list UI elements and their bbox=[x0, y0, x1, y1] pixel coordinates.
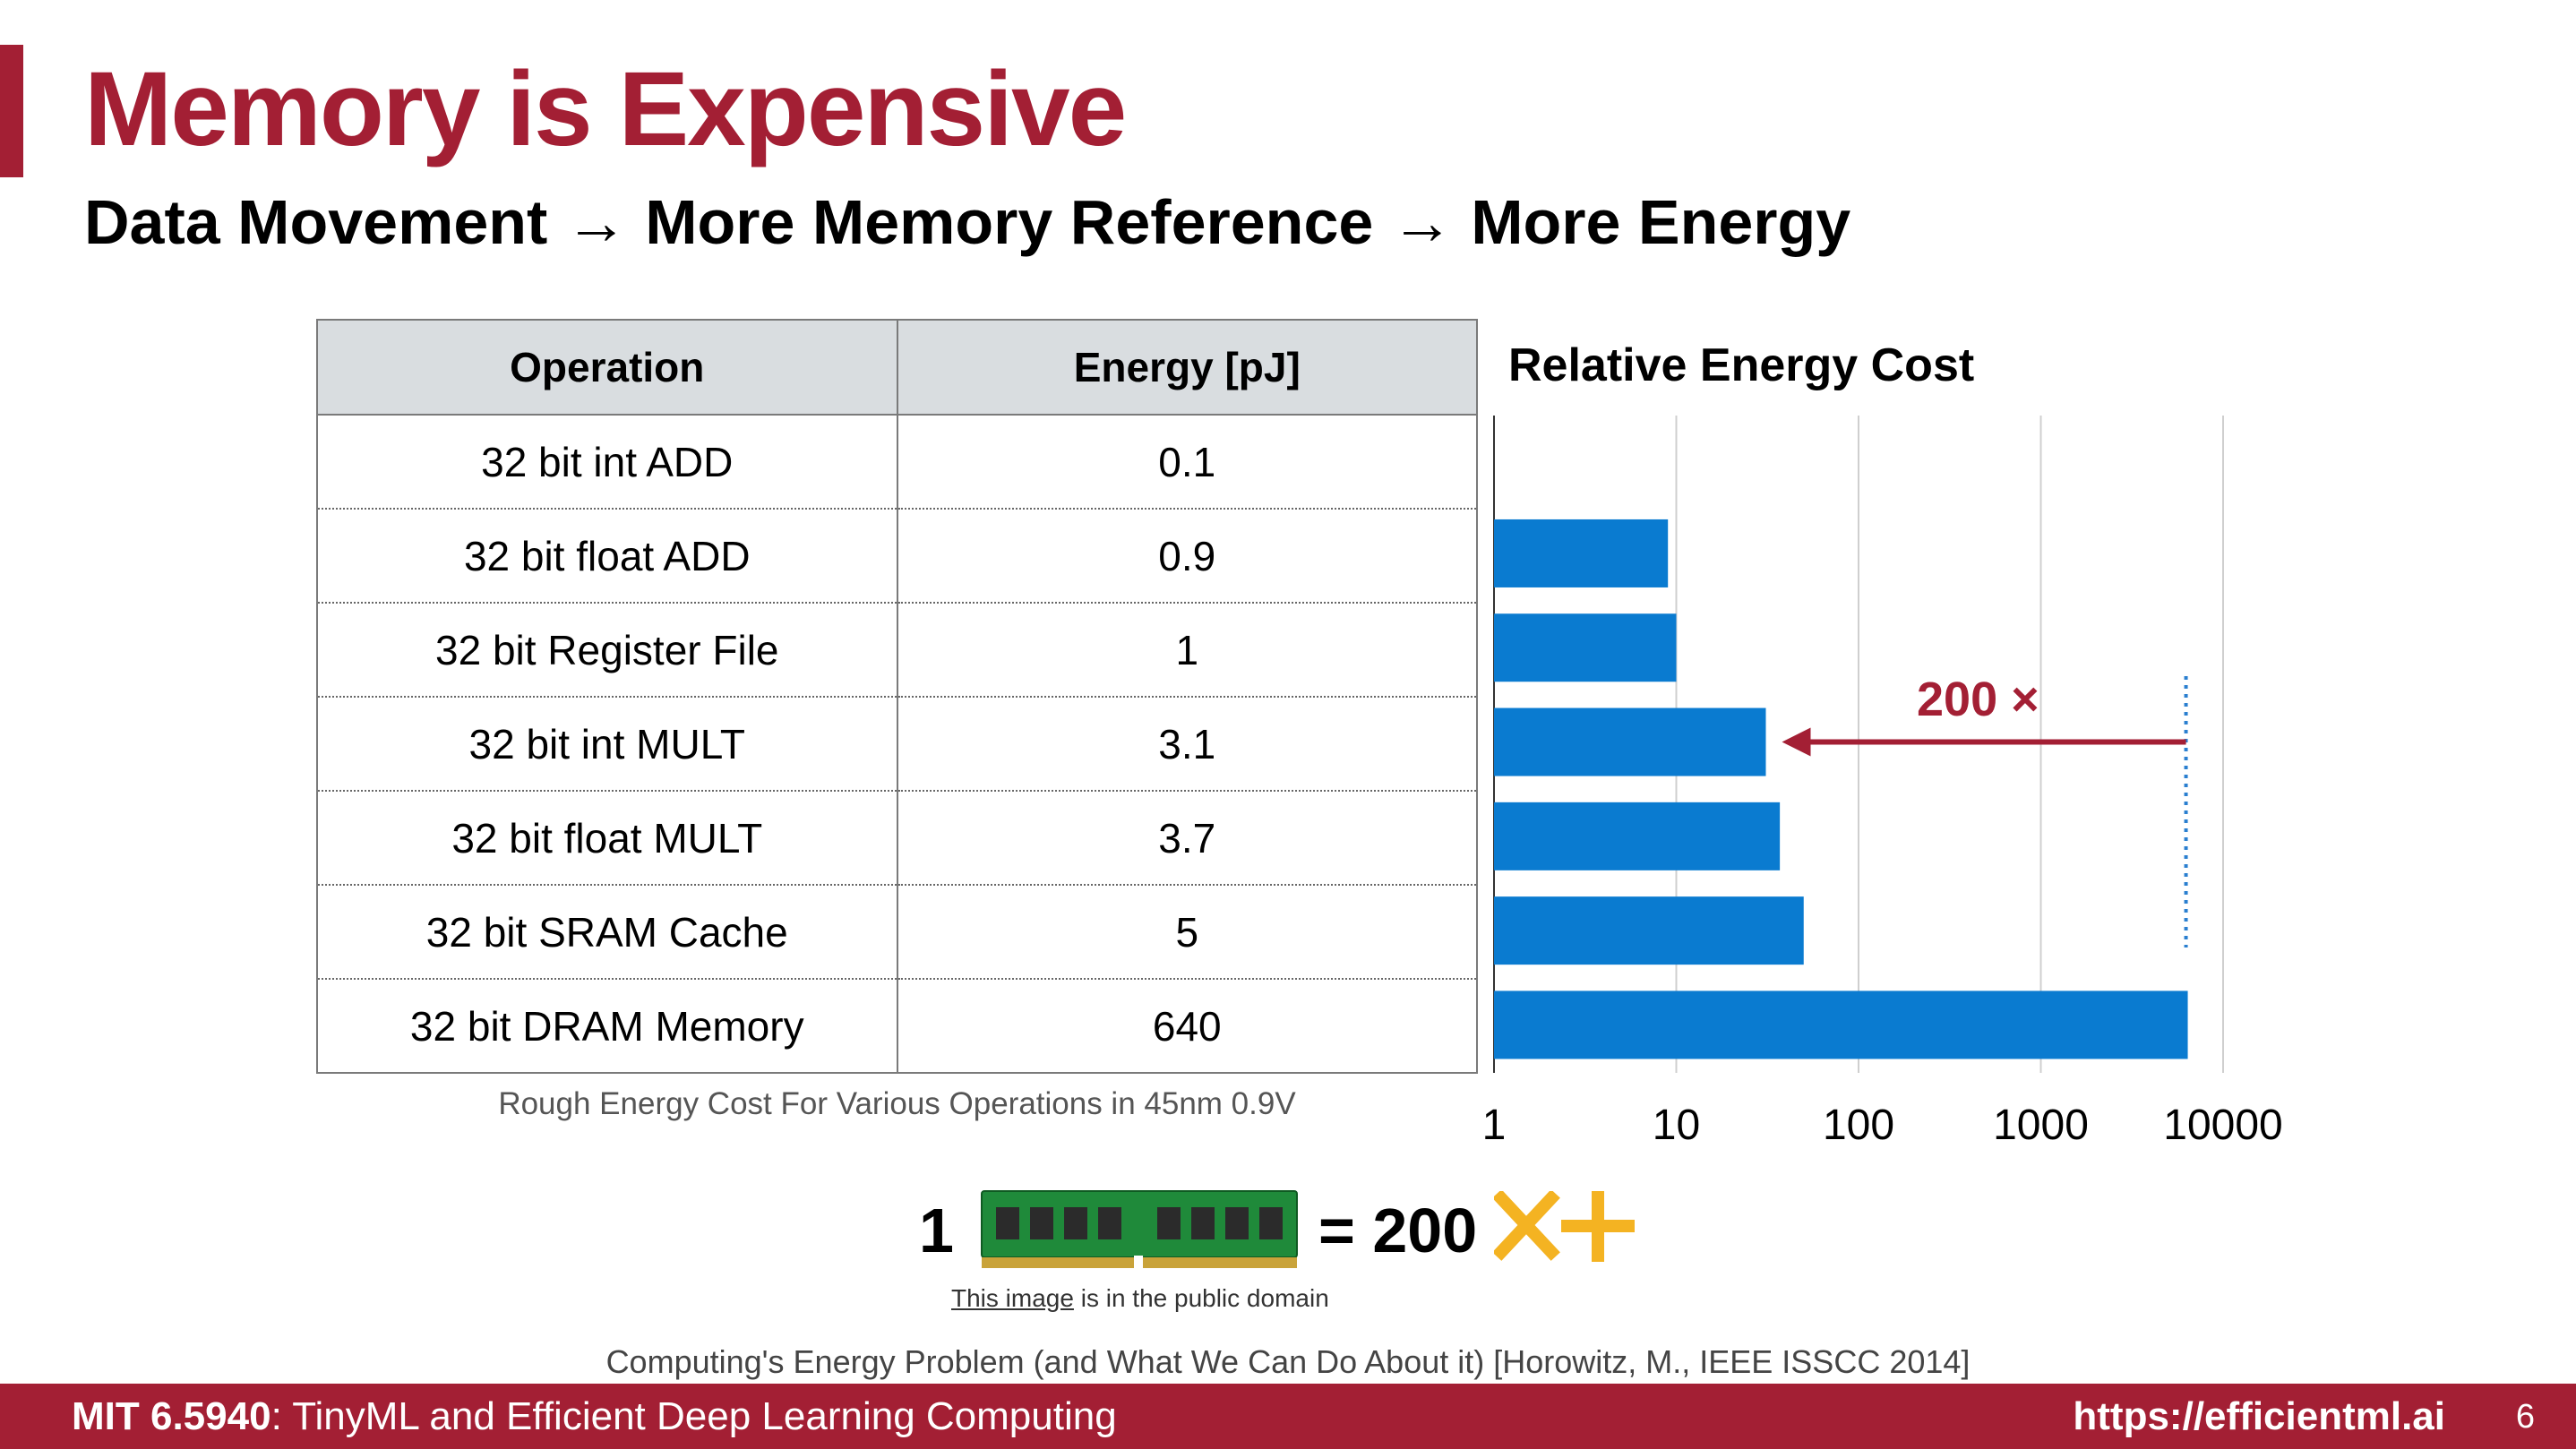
energy-table: Operation Energy [pJ] 32 bit int ADD 0.1 … bbox=[316, 319, 1478, 1074]
table-row: 32 bit SRAM Cache 5 bbox=[316, 885, 1478, 980]
course-code: MIT 6.5940 bbox=[72, 1394, 271, 1438]
x-tick-label: 10 bbox=[1653, 1102, 1700, 1149]
table-row: 32 bit int ADD 0.1 bbox=[316, 415, 1478, 510]
energy-cell: 3.1 bbox=[896, 697, 1478, 792]
energy-cell: 5 bbox=[896, 885, 1478, 980]
bar bbox=[1494, 990, 2188, 1059]
dram-module-icon bbox=[981, 1190, 1298, 1270]
annotation-label: 200 × bbox=[1917, 673, 2039, 726]
energy-cell: 1 bbox=[896, 603, 1478, 698]
footer-url[interactable]: https://efficientml.ai bbox=[2073, 1394, 2445, 1438]
table-caption: Rough Energy Cost For Various Operations… bbox=[498, 1086, 1296, 1121]
operation-cell: 32 bit int MULT bbox=[316, 697, 898, 792]
page-number: 6 bbox=[2515, 1398, 2535, 1436]
bar bbox=[1494, 707, 1766, 776]
bar bbox=[1494, 613, 1677, 682]
table-row: 32 bit float MULT 3.7 bbox=[316, 791, 1478, 886]
operation-cell: 32 bit float ADD bbox=[316, 509, 898, 604]
bar bbox=[1494, 802, 1781, 870]
slide-subtitle: Data Movement → More Memory Reference → … bbox=[84, 187, 1851, 257]
bar bbox=[1494, 519, 1669, 587]
column-header-energy: Energy [pJ] bbox=[896, 319, 1478, 416]
energy-cell: 0.9 bbox=[896, 509, 1478, 604]
operation-cell: 32 bit Register File bbox=[316, 603, 898, 698]
table-row: 32 bit float ADD 0.9 bbox=[316, 509, 1478, 604]
multiply-plus-icon bbox=[1494, 1191, 1635, 1262]
energy-cell: 3.7 bbox=[896, 791, 1478, 886]
slide-title: Memory is Expensive bbox=[84, 50, 1127, 168]
x-tick-label: 1 bbox=[1482, 1102, 1507, 1149]
image-license-text: is in the public domain bbox=[1073, 1284, 1329, 1312]
energy-cell: 0.1 bbox=[896, 415, 1478, 510]
energy-cell: 640 bbox=[896, 979, 1478, 1074]
chart-title: Relative Energy Cost bbox=[1508, 339, 1975, 391]
image-license-link[interactable]: This image bbox=[951, 1284, 1074, 1312]
title-accent-bar bbox=[0, 45, 23, 177]
operation-cell: 32 bit SRAM Cache bbox=[316, 885, 898, 980]
course-title: : TinyML and Efficient Deep Learning Com… bbox=[270, 1394, 1117, 1438]
footer-course-info: MIT 6.5940: TinyML and Efficient Deep Le… bbox=[72, 1394, 1117, 1439]
equation-right-value: = 200 bbox=[1318, 1196, 1478, 1265]
x-tick-label: 1000 bbox=[1993, 1102, 2089, 1149]
operation-cell: 32 bit float MULT bbox=[316, 791, 898, 886]
table-row: 32 bit DRAM Memory 640 bbox=[316, 979, 1478, 1074]
operation-cell: 32 bit int ADD bbox=[316, 415, 898, 510]
footer-bar: MIT 6.5940: TinyML and Efficient Deep Le… bbox=[0, 1384, 2576, 1449]
x-tick-label: 100 bbox=[1823, 1102, 1894, 1149]
bar bbox=[1494, 896, 1804, 965]
column-header-operation: Operation bbox=[316, 319, 898, 416]
citation: Computing's Energy Problem (and What We … bbox=[605, 1343, 1971, 1380]
table-header-row: Operation Energy [pJ] bbox=[316, 319, 1478, 416]
equation-left-number: 1 bbox=[919, 1196, 954, 1265]
table-row: 32 bit int MULT 3.1 bbox=[316, 697, 1478, 792]
image-license-note: This image is in the public domain bbox=[951, 1284, 1329, 1313]
annotation-arrow-head bbox=[1782, 727, 1811, 757]
x-tick-label: 10000 bbox=[2163, 1102, 2282, 1149]
operation-cell: 32 bit DRAM Memory bbox=[316, 979, 898, 1074]
table-row: 32 bit Register File 1 bbox=[316, 603, 1478, 698]
